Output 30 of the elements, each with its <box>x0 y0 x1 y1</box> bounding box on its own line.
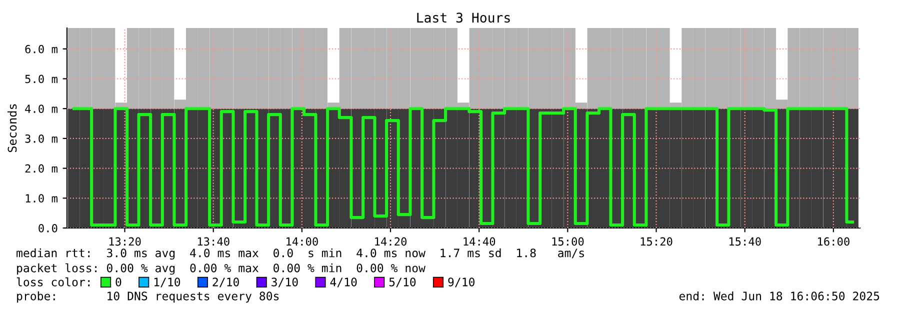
y-axis-title: Seconds <box>8 104 17 152</box>
y-tick-label: 1.0 m <box>26 194 58 203</box>
text: median rtt: 3.0 ms avg 4.0 ms max 0.0 s min 4.0 ms now 1.7 ms sd 1.8 am/s <box>16 248 584 260</box>
legend-label: 3/10 <box>272 278 298 288</box>
y-tick-label: 5.0 m <box>25 74 58 84</box>
x-tick-label: 15:20 <box>640 237 672 246</box>
legend-label: 5/10 <box>389 278 416 288</box>
legend-label: 1/10 <box>154 278 180 288</box>
chart-title: Last 3 Hours <box>417 12 510 23</box>
x-tick-label: 14:20 <box>375 237 406 246</box>
x-tick-label: 14:40 <box>464 237 496 246</box>
text: end: Wed Jun 18 16:06:50 2025 <box>679 291 880 300</box>
y-tick-label: 3.0 m <box>25 134 58 143</box>
y-tick-label: 0.0 <box>38 224 58 232</box>
x-tick-label: 13:40 <box>198 237 230 246</box>
y-tick-label: 6.0 m <box>25 44 58 54</box>
x-tick-label: 15:40 <box>729 237 761 246</box>
legend-label: 2/10 <box>212 278 239 288</box>
x-tick-label: 16:00 <box>818 237 850 246</box>
y-tick-label: 4.0 m <box>25 104 58 114</box>
x-tick-label: 13:20 <box>109 237 141 246</box>
legend-label: 9/10 <box>448 278 474 288</box>
legend-label: 0 <box>116 278 122 286</box>
text: packet loss: 0.00 % avg 0.00 % max 0.00 % min 0.00 % now <box>17 263 426 275</box>
legend-title: loss color: <box>16 277 90 286</box>
y-tick-label: 2.0 m <box>25 164 58 173</box>
text: probe: 10 DNS requests every 80s <box>17 291 279 303</box>
x-tick-label: 15:00 <box>552 237 584 246</box>
x-tick-label: 14:00 <box>286 237 318 246</box>
legend-label: 4/10 <box>330 278 357 288</box>
